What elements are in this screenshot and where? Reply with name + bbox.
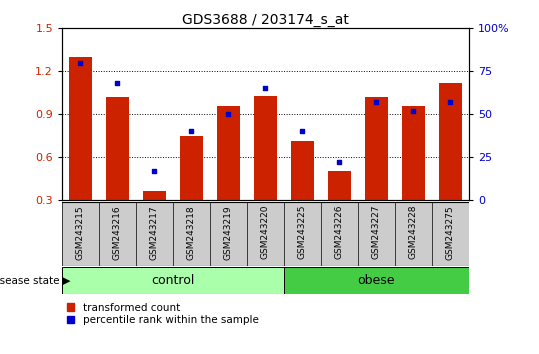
Point: [187, 129, 196, 134]
Point: [335, 159, 344, 165]
Bar: [62, 267, 284, 294]
Point: [76, 60, 85, 65]
Text: obese: obese: [358, 274, 395, 287]
Point: [446, 99, 455, 105]
Point: [224, 111, 233, 117]
Point: [409, 108, 418, 114]
Text: GSM243218: GSM243218: [187, 205, 196, 259]
Bar: [181, 136, 203, 200]
Bar: [254, 96, 277, 200]
Text: GSM243228: GSM243228: [409, 205, 418, 259]
Title: GDS3688 / 203174_s_at: GDS3688 / 203174_s_at: [182, 13, 349, 27]
Bar: [365, 97, 388, 200]
Text: GSM243225: GSM243225: [298, 205, 307, 259]
Text: GSM243216: GSM243216: [113, 205, 122, 259]
Bar: [106, 97, 129, 200]
Bar: [292, 141, 314, 200]
Point: [261, 86, 270, 91]
Bar: [143, 192, 165, 200]
Bar: [439, 83, 461, 200]
Bar: [328, 171, 350, 200]
Point: [372, 99, 381, 105]
Text: ▶: ▶: [62, 275, 71, 286]
Point: [150, 168, 159, 174]
Text: GSM243220: GSM243220: [261, 205, 270, 259]
Bar: [402, 105, 425, 200]
Bar: [284, 267, 469, 294]
Point: [113, 80, 122, 86]
Text: GSM243226: GSM243226: [335, 205, 344, 259]
Text: control: control: [151, 274, 195, 287]
Text: GSM243219: GSM243219: [224, 205, 233, 259]
Legend: transformed count, percentile rank within the sample: transformed count, percentile rank withi…: [67, 303, 259, 325]
Text: GSM243227: GSM243227: [372, 205, 381, 259]
Text: GSM243217: GSM243217: [150, 205, 159, 259]
Bar: [217, 105, 239, 200]
Bar: [70, 57, 92, 200]
Text: GSM243275: GSM243275: [446, 205, 455, 259]
Point: [298, 129, 307, 134]
Text: disease state: disease state: [0, 275, 59, 286]
Text: GSM243215: GSM243215: [76, 205, 85, 259]
